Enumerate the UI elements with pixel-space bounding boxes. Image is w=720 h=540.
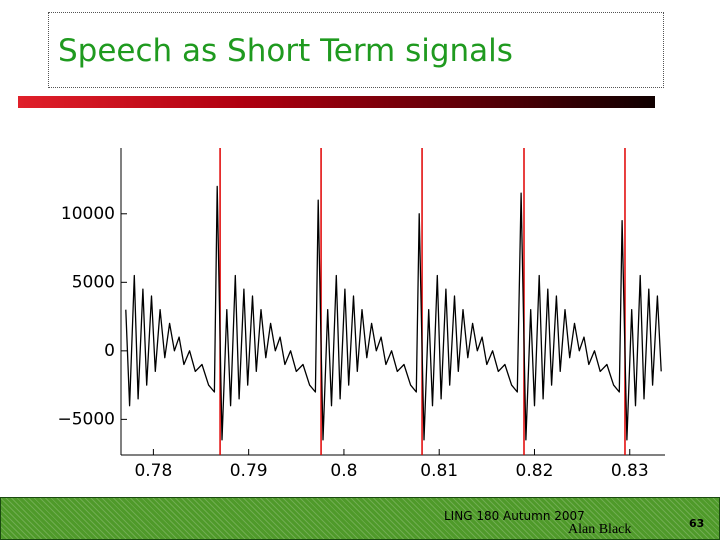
course-label: LING 180 Autumn 2007 <box>444 509 585 523</box>
x-tick-label: 0.81 <box>420 461 458 481</box>
x-tick-label: 0.8 <box>330 461 357 481</box>
waveform <box>125 185 662 441</box>
x-tick-label: 0.79 <box>230 461 268 481</box>
y-tick-label: −5000 <box>57 409 115 429</box>
plot-area <box>125 148 662 455</box>
author-label: Alan Black <box>568 522 632 537</box>
x-tick-label: 0.82 <box>516 461 554 481</box>
page-number: 63 <box>689 517 705 530</box>
x-tick-label: 0.78 <box>134 461 172 481</box>
title-box: Speech as Short Term signals <box>48 12 664 88</box>
slide-title: Speech as Short Term signals <box>58 33 513 69</box>
y-tick-label: 5000 <box>72 272 115 292</box>
footer: LING 180 Autumn 2007 Alan Black 63 <box>0 497 720 540</box>
title-rule <box>18 96 655 108</box>
chart: −5000 0 5000 10000 0.78 0.79 0.8 0.81 0.82 0.83 <box>57 148 665 481</box>
y-tick-label: 10000 <box>61 204 115 224</box>
x-tick-label: 0.83 <box>611 461 649 481</box>
y-tick-label: 0 <box>104 341 115 361</box>
